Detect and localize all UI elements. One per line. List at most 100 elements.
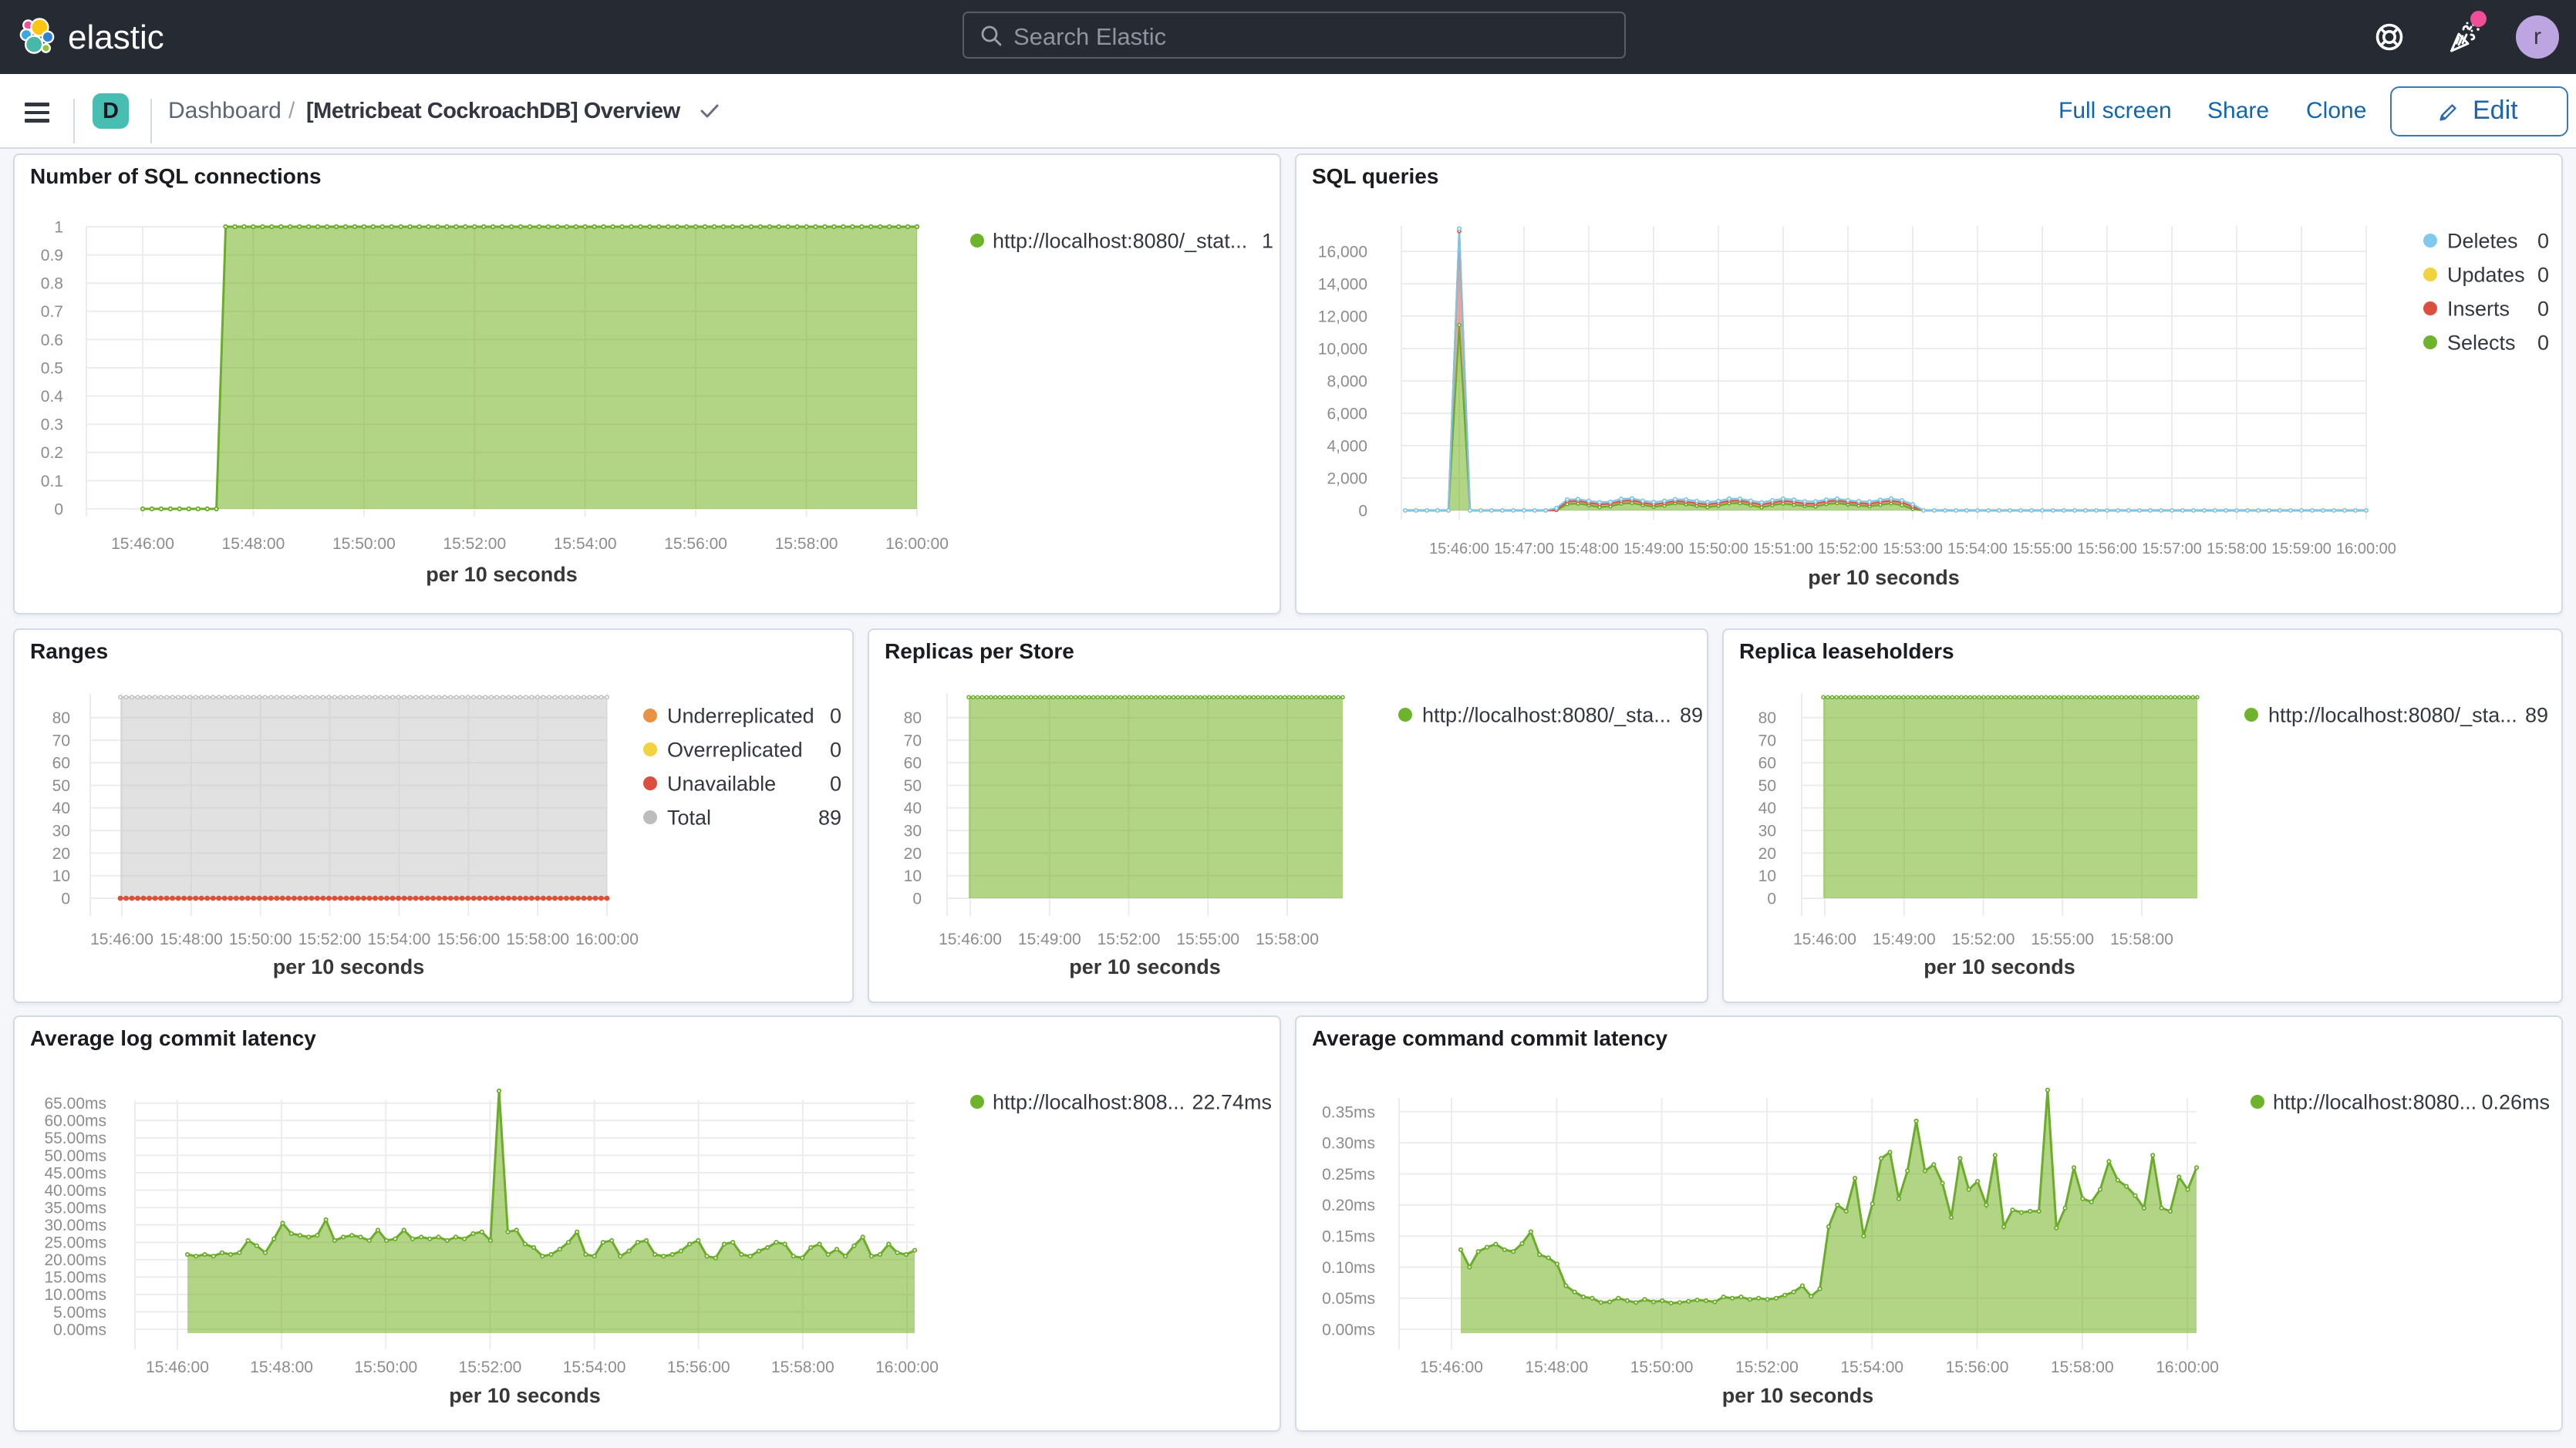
svg-text:60.00ms: 60.00ms <box>44 1113 106 1130</box>
svg-text:6,000: 6,000 <box>1327 405 1367 423</box>
svg-text:http://localhost:8080/_stat...: http://localhost:8080/_stat... <box>993 230 1247 253</box>
svg-text:1: 1 <box>1262 230 1273 253</box>
svg-text:40: 40 <box>1758 800 1776 817</box>
svg-text:10,000: 10,000 <box>1318 340 1367 358</box>
svg-text:15:58:00: 15:58:00 <box>2110 931 2173 948</box>
svg-text:per 10 seconds: per 10 seconds <box>273 955 425 978</box>
svg-text:per 10 seconds: per 10 seconds <box>1808 566 1960 589</box>
svg-text:0.7: 0.7 <box>41 303 63 321</box>
svg-text:Updates: Updates <box>2447 263 2525 286</box>
svg-text:16:00:00: 16:00:00 <box>885 535 949 553</box>
svg-text:30: 30 <box>1758 823 1776 840</box>
svg-text:15:52:00: 15:52:00 <box>459 1359 522 1376</box>
svg-text:per 10 seconds: per 10 seconds <box>449 1384 601 1407</box>
svg-text:5.00ms: 5.00ms <box>53 1304 106 1322</box>
svg-text:15:54:00: 15:54:00 <box>368 931 431 948</box>
svg-text:15:47:00: 15:47:00 <box>1494 540 1554 557</box>
svg-text:0.00ms: 0.00ms <box>53 1321 106 1339</box>
svg-text:4,000: 4,000 <box>1327 437 1367 455</box>
svg-text:30: 30 <box>52 823 70 840</box>
svg-text:55.00ms: 55.00ms <box>44 1130 106 1147</box>
svg-text:12,000: 12,000 <box>1318 308 1367 325</box>
svg-text:15:56:00: 15:56:00 <box>664 535 727 553</box>
svg-text:15:52:00: 15:52:00 <box>298 931 362 948</box>
svg-text:http://localhost:808...: http://localhost:808... <box>993 1091 1185 1114</box>
svg-text:40: 40 <box>52 800 70 817</box>
svg-text:Overreplicated: Overreplicated <box>667 738 803 761</box>
svg-text:40.00ms: 40.00ms <box>44 1182 106 1200</box>
svg-text:15:57:00: 15:57:00 <box>2142 540 2202 557</box>
svg-text:0: 0 <box>830 772 841 795</box>
svg-text:30: 30 <box>904 823 922 840</box>
svg-text:15:46:00: 15:46:00 <box>1429 540 1489 557</box>
svg-text:per 10 seconds: per 10 seconds <box>1924 955 2075 978</box>
svg-text:per 10 seconds: per 10 seconds <box>1069 955 1221 978</box>
svg-text:80: 80 <box>904 709 922 727</box>
svg-text:20.00ms: 20.00ms <box>44 1251 106 1269</box>
svg-text:10: 10 <box>52 867 70 885</box>
svg-text:Selects: Selects <box>2447 331 2516 354</box>
svg-text:0.20ms: 0.20ms <box>1322 1197 1375 1214</box>
svg-text:15:58:00: 15:58:00 <box>2051 1359 2114 1376</box>
svg-text:15:48:00: 15:48:00 <box>222 535 285 553</box>
svg-text:0.3: 0.3 <box>41 416 63 434</box>
svg-text:0.30ms: 0.30ms <box>1322 1135 1375 1153</box>
svg-text:0.26ms: 0.26ms <box>2481 1091 2550 1114</box>
svg-text:1: 1 <box>54 218 63 236</box>
svg-text:15:46:00: 15:46:00 <box>1793 931 1856 948</box>
svg-text:50: 50 <box>1758 777 1776 795</box>
svg-text:70: 70 <box>1758 732 1776 749</box>
svg-text:45.00ms: 45.00ms <box>44 1164 106 1182</box>
svg-text:0: 0 <box>2537 297 2549 320</box>
svg-text:89: 89 <box>818 806 841 829</box>
svg-text:60: 60 <box>904 755 922 773</box>
svg-text:60: 60 <box>1758 755 1776 773</box>
svg-text:20: 20 <box>1758 845 1776 863</box>
svg-text:0: 0 <box>912 890 922 908</box>
svg-text:0.8: 0.8 <box>41 275 63 293</box>
svg-text:Deletes: Deletes <box>2447 230 2518 253</box>
svg-text:0.35ms: 0.35ms <box>1322 1103 1375 1121</box>
svg-text:10: 10 <box>904 867 922 885</box>
svg-text:per 10 seconds: per 10 seconds <box>1722 1384 1874 1407</box>
svg-text:30.00ms: 30.00ms <box>44 1217 106 1234</box>
svg-text:50.00ms: 50.00ms <box>44 1147 106 1165</box>
svg-text:89: 89 <box>2525 704 2548 727</box>
svg-text:0.9: 0.9 <box>41 247 63 264</box>
svg-text:89: 89 <box>1680 704 1703 727</box>
svg-text:15:55:00: 15:55:00 <box>2031 931 2094 948</box>
svg-text:15:50:00: 15:50:00 <box>354 1359 417 1376</box>
svg-text:20: 20 <box>52 845 70 863</box>
svg-text:15:53:00: 15:53:00 <box>1883 540 1943 557</box>
svg-text:0.25ms: 0.25ms <box>1322 1166 1375 1184</box>
svg-text:15:56:00: 15:56:00 <box>2077 540 2137 557</box>
svg-text:10: 10 <box>1758 867 1776 885</box>
svg-text:70: 70 <box>52 732 70 749</box>
svg-text:15:46:00: 15:46:00 <box>939 931 1002 948</box>
svg-text:15:58:00: 15:58:00 <box>775 535 838 553</box>
svg-text:80: 80 <box>1758 709 1776 727</box>
svg-text:15:48:00: 15:48:00 <box>1525 1359 1588 1376</box>
svg-text:0.15ms: 0.15ms <box>1322 1228 1375 1246</box>
svg-text:14,000: 14,000 <box>1318 275 1367 293</box>
svg-text:15:54:00: 15:54:00 <box>1947 540 2008 557</box>
svg-text:0: 0 <box>830 705 841 728</box>
svg-text:15:46:00: 15:46:00 <box>146 1359 209 1376</box>
svg-text:15:54:00: 15:54:00 <box>563 1359 626 1376</box>
svg-text:50: 50 <box>52 777 70 795</box>
svg-text:16:00:00: 16:00:00 <box>875 1359 939 1376</box>
svg-text:0.2: 0.2 <box>41 444 63 462</box>
svg-text:15:58:00: 15:58:00 <box>1256 931 1319 948</box>
svg-text:15:49:00: 15:49:00 <box>1873 931 1936 948</box>
svg-text:15:46:00: 15:46:00 <box>111 535 174 553</box>
svg-text:15:58:00: 15:58:00 <box>771 1359 835 1376</box>
svg-text:15:48:00: 15:48:00 <box>1559 540 1619 557</box>
svg-text:Unavailable: Unavailable <box>667 772 776 795</box>
svg-text:15:49:00: 15:49:00 <box>1018 931 1081 948</box>
svg-text:0.5: 0.5 <box>41 359 63 377</box>
svg-text:10.00ms: 10.00ms <box>44 1286 106 1304</box>
svg-text:20: 20 <box>904 845 922 863</box>
svg-text:15.00ms: 15.00ms <box>44 1269 106 1287</box>
svg-text:Inserts: Inserts <box>2447 297 2510 320</box>
svg-text:0: 0 <box>1358 502 1367 520</box>
